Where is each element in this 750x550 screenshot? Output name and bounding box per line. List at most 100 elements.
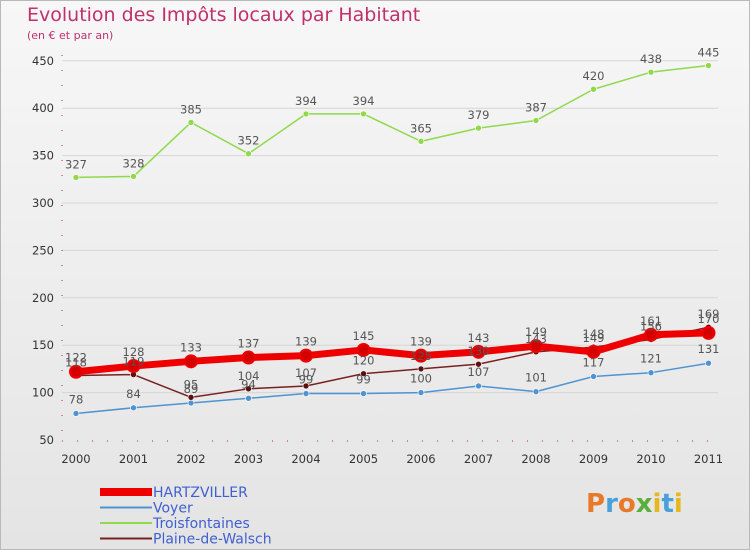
data-label: 328 — [123, 156, 145, 170]
data-point — [126, 359, 141, 374]
data-label: 107 — [468, 365, 490, 379]
data-label: 145 — [353, 329, 375, 343]
data-label: 365 — [410, 121, 432, 135]
data-point — [187, 119, 195, 126]
data-label: 139 — [295, 335, 317, 349]
data-label: 107 — [295, 366, 317, 380]
data-label: 420 — [583, 69, 605, 83]
data-point — [475, 360, 482, 368]
data-point — [360, 110, 367, 118]
data-point — [245, 385, 252, 393]
data-label: 104 — [238, 369, 260, 383]
data-point — [705, 359, 712, 367]
data-point — [130, 404, 137, 412]
x-tick-label: 2006 — [406, 452, 435, 466]
data-label: 133 — [180, 340, 202, 354]
data-point — [360, 390, 367, 397]
data-point — [245, 394, 252, 402]
data-point — [701, 325, 716, 340]
data-label: 156 — [640, 320, 662, 334]
y-tick-label: 250 — [32, 243, 54, 257]
x-tick-label: 2004 — [291, 452, 320, 466]
data-label: 169 — [698, 307, 720, 321]
data-point — [475, 124, 482, 132]
data-label: 122 — [65, 351, 87, 365]
data-label: 438 — [640, 52, 662, 66]
y-tick-label: 100 — [32, 386, 54, 400]
data-point — [471, 344, 486, 359]
x-tick-label: 2001 — [119, 452, 148, 466]
data-label: 78 — [69, 392, 84, 406]
data-label: 130 — [468, 344, 490, 358]
series-line-troisfontaines — [75, 64, 709, 179]
chart-subtitle: (en € et par an) — [27, 29, 114, 42]
data-point — [532, 388, 540, 395]
data-label: 117 — [583, 355, 605, 369]
data-point — [417, 389, 425, 396]
logo-letter: i — [673, 489, 683, 519]
data-label: 100 — [410, 372, 432, 386]
y-tick-label: 300 — [32, 196, 54, 210]
data-point — [590, 373, 597, 380]
data-label: 170 — [698, 312, 720, 326]
data-label: 394 — [295, 94, 317, 108]
data-point — [705, 62, 712, 69]
data-point — [72, 174, 80, 181]
y-tick-label: 400 — [32, 101, 54, 115]
y-tick-label: 350 — [32, 149, 54, 163]
data-label: 148 — [583, 327, 605, 341]
data-point — [187, 394, 195, 401]
data-point — [356, 342, 371, 357]
logo-letter: x — [635, 489, 653, 519]
data-label: 394 — [353, 94, 375, 108]
legend-label: Troisfontaines — [152, 516, 250, 532]
legend-label: HARTZVILLER — [153, 485, 248, 501]
data-point — [69, 364, 83, 379]
data-label: 95 — [184, 377, 199, 391]
chart-title: Evolution des Impôts locaux par Habitant — [27, 4, 421, 26]
data-point — [187, 399, 195, 407]
data-point — [417, 365, 425, 373]
data-point — [586, 344, 601, 359]
legend-label: Voyer — [153, 501, 193, 517]
y-tick-label: 50 — [39, 433, 54, 447]
logo-letter: i — [652, 489, 662, 519]
data-point — [529, 339, 543, 354]
data-point — [414, 348, 428, 363]
data-label: 125 — [410, 349, 432, 363]
data-label: 131 — [698, 342, 720, 356]
data-point — [299, 348, 313, 363]
data-label: 385 — [180, 102, 202, 116]
data-label: 445 — [698, 46, 720, 60]
data-label: 121 — [640, 352, 662, 366]
data-point — [302, 382, 310, 390]
x-tick-label: 2009 — [579, 452, 608, 466]
data-label: 99 — [299, 373, 314, 387]
data-point — [302, 390, 310, 397]
data-point — [532, 117, 540, 124]
data-point — [590, 85, 597, 93]
data-point — [647, 68, 655, 76]
data-point — [241, 350, 256, 365]
x-tick-label: 2007 — [464, 452, 493, 466]
data-point — [417, 138, 425, 145]
x-tick-label: 2008 — [521, 452, 550, 466]
x-tick-label: 2010 — [636, 452, 665, 466]
x-tick-label: 2002 — [176, 452, 205, 466]
data-label: 119 — [123, 355, 145, 369]
data-point — [644, 327, 658, 342]
data-label: 149 — [525, 325, 547, 339]
data-point — [72, 410, 80, 417]
x-tick-label: 2000 — [61, 452, 90, 466]
data-point — [302, 110, 310, 118]
data-label: 352 — [238, 134, 260, 148]
data-label: 379 — [468, 108, 490, 122]
data-point — [475, 382, 482, 390]
y-tick-label: 450 — [32, 54, 54, 68]
data-point — [130, 173, 137, 180]
data-label: 99 — [356, 373, 371, 387]
data-label: 149 — [583, 331, 605, 345]
data-label: 84 — [126, 387, 141, 401]
